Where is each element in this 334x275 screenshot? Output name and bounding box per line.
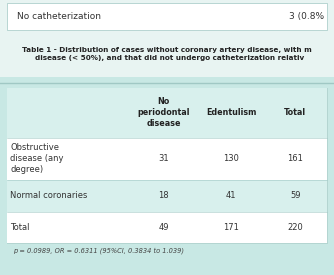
FancyBboxPatch shape	[7, 138, 327, 180]
FancyBboxPatch shape	[7, 88, 327, 138]
Text: 59: 59	[290, 191, 301, 200]
FancyBboxPatch shape	[7, 180, 327, 212]
Text: Table 1 - Distribution of cases without coronary artery disease, with m
  diseas: Table 1 - Distribution of cases without …	[22, 47, 312, 60]
Text: p = 0.0989, OR = 0.6311 (95%CI, 0.3834 to 1.039): p = 0.0989, OR = 0.6311 (95%CI, 0.3834 t…	[13, 248, 184, 254]
Text: Edentulism: Edentulism	[206, 108, 256, 117]
FancyBboxPatch shape	[7, 3, 327, 30]
Text: 220: 220	[287, 223, 303, 232]
Text: 41: 41	[226, 191, 236, 200]
FancyBboxPatch shape	[0, 0, 334, 77]
FancyBboxPatch shape	[7, 88, 327, 243]
Text: 130: 130	[223, 154, 239, 163]
Text: Obstructive
disease (any
degree): Obstructive disease (any degree)	[10, 143, 63, 174]
Text: 18: 18	[158, 191, 169, 200]
Text: 49: 49	[159, 223, 169, 232]
Text: Normal coronaries: Normal coronaries	[10, 191, 88, 200]
Text: 3 (0.8%: 3 (0.8%	[289, 12, 324, 21]
Text: No catheterization: No catheterization	[17, 12, 101, 21]
Text: 161: 161	[287, 154, 303, 163]
Text: Total: Total	[284, 108, 306, 117]
Text: No
periodontal
disease: No periodontal disease	[138, 97, 190, 128]
Text: 171: 171	[223, 223, 239, 232]
FancyBboxPatch shape	[7, 212, 327, 243]
Text: 31: 31	[158, 154, 169, 163]
Text: Total: Total	[10, 223, 29, 232]
